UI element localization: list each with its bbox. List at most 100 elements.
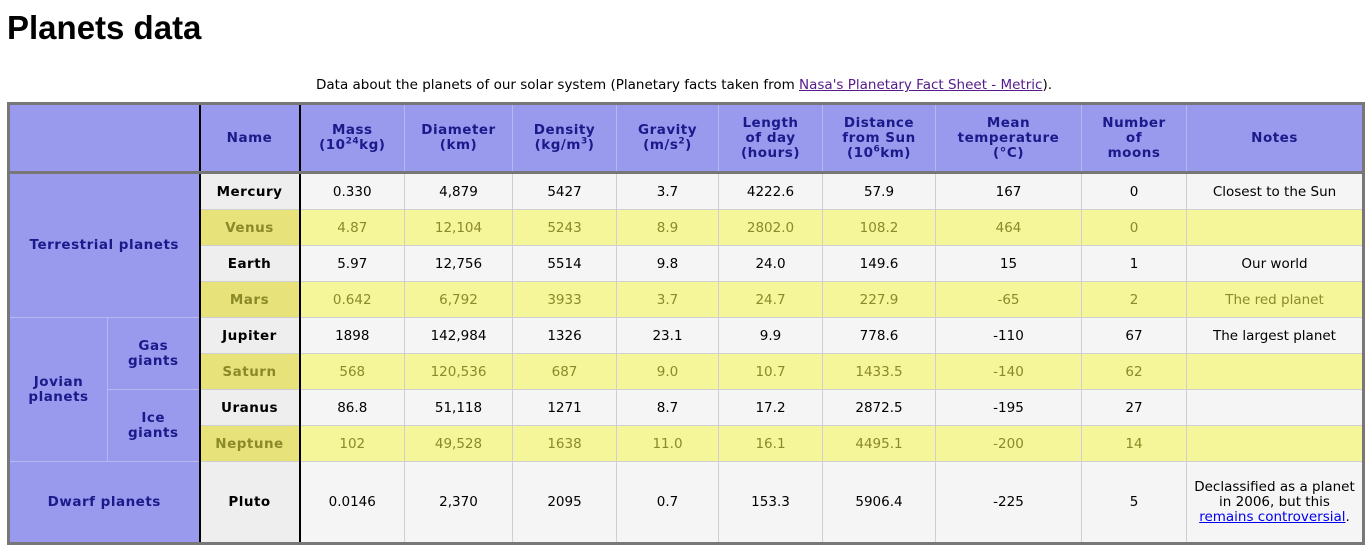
cell-mass: 0.0146 <box>299 461 405 544</box>
cell-gravity: 3.7 <box>616 172 719 210</box>
cell-mass: 568 <box>299 353 405 390</box>
cell-distance: 57.9 <box>822 172 936 210</box>
cell-temperature: -140 <box>935 353 1082 390</box>
planet-name: Earth <box>198 245 301 282</box>
cell-gravity: 8.9 <box>616 209 719 246</box>
nasa-fact-sheet-link[interactable]: Nasa's Planetary Fact Sheet - Metric <box>799 77 1043 93</box>
cell-diameter: 49,528 <box>404 425 513 462</box>
cell-temperature: -110 <box>935 317 1082 354</box>
header-temp-line-1: Mean <box>986 114 1031 131</box>
cell-density: 5514 <box>512 245 617 282</box>
cell-density: 3933 <box>512 281 617 318</box>
cell-temperature: -200 <box>935 425 1082 462</box>
cell-notes: Our world <box>1186 245 1364 282</box>
cell-length-of-day: 24.7 <box>718 281 823 318</box>
header-length-line-2: of day <box>745 129 796 146</box>
cell-gravity: 3.7 <box>616 281 719 318</box>
cell-distance: 5906.4 <box>822 461 936 544</box>
cell-gravity: 9.0 <box>616 353 719 390</box>
group-dwarf: Dwarf planets <box>8 461 200 544</box>
cell-diameter: 120,536 <box>404 353 513 390</box>
cell-distance: 227.9 <box>822 281 936 318</box>
cell-moons: 14 <box>1081 425 1187 462</box>
planet-name: Jupiter <box>198 317 301 354</box>
header-density-unit-a: (kg/m <box>534 137 581 153</box>
cell-temperature: 464 <box>935 209 1082 246</box>
table-row: Ice giants Uranus 86.8 51,118 1271 8.7 17… <box>9 389 1364 462</box>
table-row: Dwarf planets Pluto 0.0146 2,370 2095 0.… <box>8 461 1364 545</box>
cell-diameter: 51,118 <box>404 389 513 426</box>
cell-density: 1326 <box>512 317 617 354</box>
cell-moons: 62 <box>1081 353 1187 390</box>
cell-gravity: 11.0 <box>616 425 719 462</box>
cell-length-of-day: 4222.6 <box>718 172 823 210</box>
cell-length-of-day: 153.3 <box>718 461 823 544</box>
header-distance-unit-b: km) <box>880 144 911 161</box>
cell-gravity: 0.7 <box>616 461 719 544</box>
cell-moons: 67 <box>1081 317 1187 354</box>
cell-distance: 778.6 <box>822 317 936 354</box>
planet-name: Uranus <box>198 389 301 426</box>
remains-controversial-link[interactable]: remains controversial <box>1199 508 1346 525</box>
cell-moons: 1 <box>1081 245 1187 282</box>
page-title: Planets data <box>7 9 202 46</box>
cell-distance: 108.2 <box>822 209 936 246</box>
header-distance-line-1: Distance <box>843 114 915 131</box>
table-row: Earth 5.97 12,756 5514 9.8 24.0 149.6 15… <box>9 245 1364 282</box>
cell-length-of-day: 10.7 <box>718 353 823 390</box>
group-gas-giants: Gas giants <box>107 317 200 390</box>
cell-distance: 1433.5 <box>822 353 936 390</box>
table-row: Neptune 102 49,528 1638 11.0 16.1 4495.1… <box>9 425 1364 462</box>
cell-mass: 86.8 <box>299 389 405 426</box>
header-density-label: Density <box>533 122 596 138</box>
group-gas-line-1: Gas <box>138 337 169 354</box>
cell-mass: 0.330 <box>299 172 405 210</box>
cell-mass: 4.87 <box>299 209 405 246</box>
header-distance-unit-a: (10 <box>847 144 874 161</box>
header-mass-unit-sup: 24 <box>345 136 360 147</box>
header-row: Name Mass (1024kg) Diameter (km) Density (k… <box>8 103 1364 173</box>
cell-temperature: -195 <box>935 389 1082 426</box>
header-gravity-unit-a: (m/s <box>643 137 679 153</box>
header-moons-line-1: Number <box>1102 114 1166 131</box>
header-mass-label: Mass <box>331 122 373 138</box>
cell-diameter: 12,756 <box>404 245 513 282</box>
planet-name: Neptune <box>198 425 301 462</box>
table-row: Saturn 568 120,536 687 9.0 10.7 1433.5 -… <box>9 353 1364 390</box>
planets-table: Name Mass (1024kg) Diameter (km) Density (k… <box>7 102 1365 545</box>
table-caption: Data about the planets of our solar syst… <box>0 75 1368 95</box>
cell-density: 2095 <box>512 461 617 544</box>
cell-gravity: 8.7 <box>616 389 719 426</box>
header-temp-line-2: temperature <box>957 129 1060 146</box>
header-density-unit-b: ) <box>587 137 595 153</box>
cell-length-of-day: 16.1 <box>718 425 823 462</box>
header-temperature: Mean temperature (°C) <box>935 103 1082 173</box>
caption-text: Data about the planets of our solar syst… <box>316 77 800 93</box>
cell-distance: 149.6 <box>822 245 936 282</box>
header-length-of-day: Length of day (hours) <box>718 103 823 173</box>
cell-density: 5243 <box>512 209 617 246</box>
planet-name: Mars <box>198 281 301 318</box>
cell-notes: Closest to the Sun <box>1186 172 1364 210</box>
cell-density: 5427 <box>512 172 617 210</box>
cell-length-of-day: 2802.0 <box>718 209 823 246</box>
cell-diameter: 6,792 <box>404 281 513 318</box>
cell-temperature: 15 <box>935 245 1082 282</box>
group-terrestrial: Terrestrial planets <box>8 172 200 318</box>
cell-mass: 1898 <box>299 317 405 354</box>
cell-moons: 0 <box>1081 209 1187 246</box>
notes-suffix: . <box>1345 508 1350 525</box>
cell-gravity: 23.1 <box>616 317 719 354</box>
header-corner <box>8 103 200 173</box>
cell-temperature: 167 <box>935 172 1082 210</box>
cell-notes: The red planet <box>1186 281 1364 318</box>
cell-diameter: 12,104 <box>404 209 513 246</box>
cell-length-of-day: 17.2 <box>718 389 823 426</box>
cell-moons: 5 <box>1081 461 1187 544</box>
header-mass: Mass (1024kg) <box>299 103 405 173</box>
group-gas-line-2: giants <box>127 352 179 369</box>
cell-moons: 2 <box>1081 281 1187 318</box>
cell-notes <box>1186 389 1364 426</box>
header-notes: Notes <box>1186 103 1364 173</box>
cell-moons: 0 <box>1081 172 1187 210</box>
